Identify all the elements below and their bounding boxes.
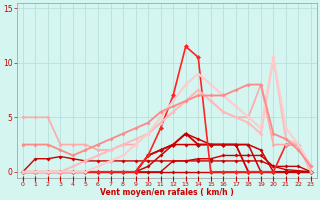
X-axis label: Vent moyen/en rafales ( km/h ): Vent moyen/en rafales ( km/h ) [100, 188, 234, 197]
